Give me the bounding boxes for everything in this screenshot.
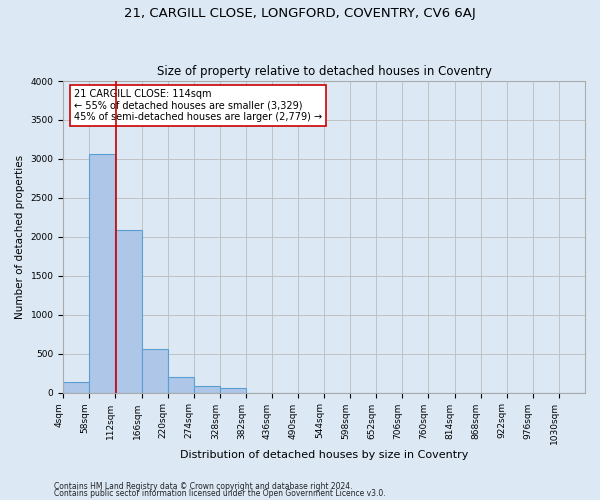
Title: Size of property relative to detached houses in Coventry: Size of property relative to detached ho… (157, 66, 491, 78)
Bar (63, 382, 89, 392)
Bar (89, 154, 115, 392)
Y-axis label: Number of detached properties: Number of detached properties (15, 155, 25, 319)
Bar (194, 386, 220, 392)
Text: 21, CARGILL CLOSE, LONGFORD, COVENTRY, CV6 6AJ: 21, CARGILL CLOSE, LONGFORD, COVENTRY, C… (124, 8, 476, 20)
Bar (142, 350, 167, 393)
Text: Contains HM Land Registry data © Crown copyright and database right 2024.: Contains HM Land Registry data © Crown c… (54, 482, 353, 491)
Bar (115, 230, 142, 392)
Text: 21 CARGILL CLOSE: 114sqm
← 55% of detached houses are smaller (3,329)
45% of sem: 21 CARGILL CLOSE: 114sqm ← 55% of detach… (74, 89, 322, 122)
Bar (167, 377, 194, 392)
X-axis label: Distribution of detached houses by size in Coventry: Distribution of detached houses by size … (180, 450, 469, 460)
Text: Contains public sector information licensed under the Open Government Licence v3: Contains public sector information licen… (54, 489, 386, 498)
Bar (220, 388, 246, 392)
